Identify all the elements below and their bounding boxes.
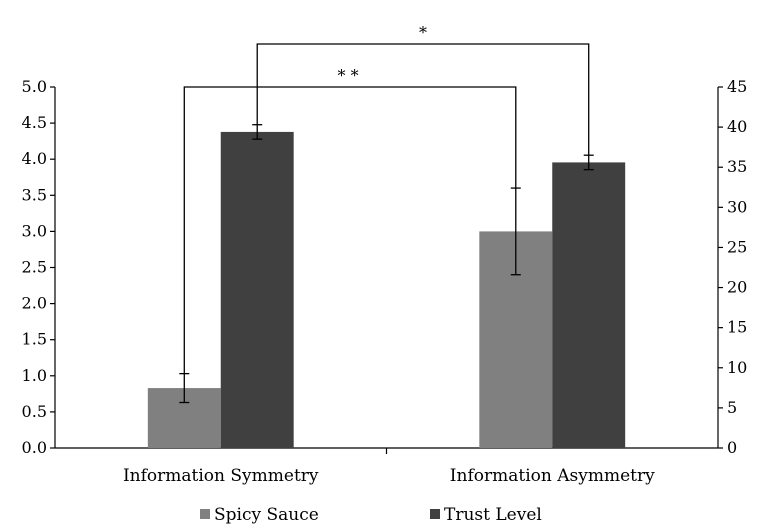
right-tick-label: 40 bbox=[727, 117, 747, 136]
left-tick-label: 3.0 bbox=[22, 221, 47, 240]
bar bbox=[220, 131, 294, 448]
left-tick-label: 4.5 bbox=[22, 113, 47, 132]
legend: Spicy Sauce Trust Level bbox=[200, 505, 542, 525]
left-tick-label: 4.0 bbox=[22, 149, 47, 168]
significance-brackets: * * * bbox=[183, 23, 590, 374]
bar bbox=[552, 162, 626, 449]
legend-label: Spicy Sauce bbox=[214, 505, 319, 525]
right-tick-label: 35 bbox=[727, 157, 747, 176]
left-tick-label: 1.5 bbox=[22, 330, 47, 349]
left-tick-label: 5.0 bbox=[22, 77, 47, 96]
left-tick-label: 0.5 bbox=[22, 402, 47, 421]
significance-bracket bbox=[256, 43, 590, 156]
left-tick-label: 3.5 bbox=[22, 185, 47, 204]
right-tick-label: 25 bbox=[727, 237, 747, 256]
legend-label: Trust Level bbox=[444, 505, 542, 525]
right-tick-label: 30 bbox=[727, 197, 747, 216]
left-tick-label: 1.0 bbox=[22, 366, 47, 385]
legend-swatch bbox=[200, 509, 210, 519]
axes: 0.0 0.5 1.0 1.5 2.0 2.5 3.0 3.5 4.0 4.5 5.0 0 5 10 15 2… bbox=[22, 77, 748, 486]
left-tick-label: 2.5 bbox=[22, 258, 47, 277]
right-tick-label: 15 bbox=[727, 318, 747, 337]
category-label: Information Asymmetry bbox=[450, 466, 655, 486]
right-tick-label: 5 bbox=[727, 398, 737, 417]
right-tick-label: 10 bbox=[727, 358, 747, 377]
bars bbox=[147, 131, 626, 449]
significance-label: * bbox=[419, 23, 427, 42]
significance-label: * * bbox=[337, 66, 358, 85]
category-label: Information Symmetry bbox=[123, 466, 319, 486]
left-tick-label: 2.0 bbox=[22, 294, 47, 313]
left-tick-label: 0.0 bbox=[22, 438, 47, 457]
legend-swatch bbox=[430, 509, 440, 519]
right-tick-label: 20 bbox=[727, 278, 747, 297]
significance-bracket bbox=[183, 86, 517, 374]
right-tick-label: 0 bbox=[727, 438, 737, 457]
right-tick-label: 45 bbox=[727, 77, 747, 96]
